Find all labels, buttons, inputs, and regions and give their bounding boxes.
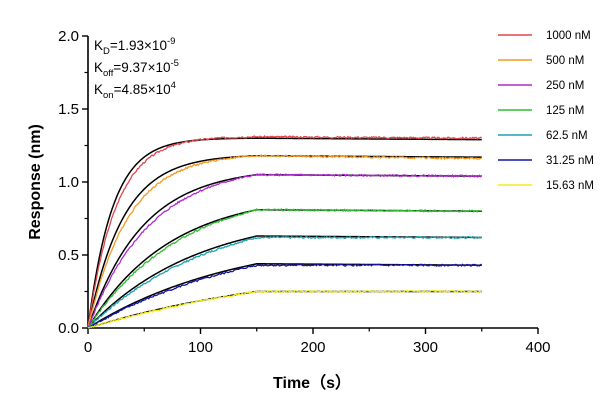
- y-tick-label: 0.0: [58, 320, 79, 337]
- series-line-62-5-nM: [87, 235, 483, 329]
- y-tick-label: 1.5: [58, 101, 79, 118]
- legend-label: 1000 nM: [546, 30, 591, 42]
- series-line-1000-nM: [87, 134, 482, 329]
- x-tick-label: 300: [413, 339, 438, 356]
- axes: 0 100 200 300 400 0.0 0.5 1.0 1.5 2.0: [58, 28, 550, 356]
- y-tick-label: 2.0: [58, 28, 79, 45]
- fit-curve: [87, 173, 482, 329]
- legend-label: 125 nM: [546, 105, 584, 117]
- series-line-125-nM: [87, 208, 482, 329]
- plot-area: [87, 134, 483, 329]
- fit-curve: [87, 137, 482, 329]
- series-line-31-25-nM: [87, 263, 482, 329]
- x-tick-label: 100: [188, 339, 213, 356]
- x-tick-label: 0: [84, 339, 92, 356]
- legend-label: 62.5 nM: [546, 130, 588, 142]
- y-tick-label: 1.0: [58, 174, 79, 191]
- legend-label: 500 nM: [546, 55, 584, 67]
- constant-off: Koff=9.37×10-5: [94, 58, 179, 79]
- legend-label: 250 nM: [546, 80, 584, 92]
- series-line-500-nM: [87, 154, 483, 329]
- legend-label: 15.63 nM: [546, 180, 594, 192]
- constant-d: KD=1.93×10-9: [94, 36, 175, 57]
- series-line-15-63-nM: [87, 289, 483, 329]
- constant-on: Kon=4.85×104: [94, 80, 176, 101]
- series-line-250-nM: [87, 173, 483, 328]
- y-axis-title: Response (nm): [27, 124, 44, 240]
- fit-curve: [87, 154, 482, 329]
- x-axis-title: Time（s）: [273, 374, 351, 392]
- fit-curve: [87, 263, 482, 329]
- legend: 1000 nM 500 nM 250 nM 125 nM 62.5 nM 31.25 nM…: [498, 30, 594, 192]
- legend-label: 31.25 nM: [546, 155, 594, 167]
- y-tick-label: 0.5: [58, 247, 79, 264]
- x-tick-label: 400: [525, 339, 550, 356]
- x-tick-label: 200: [300, 339, 325, 356]
